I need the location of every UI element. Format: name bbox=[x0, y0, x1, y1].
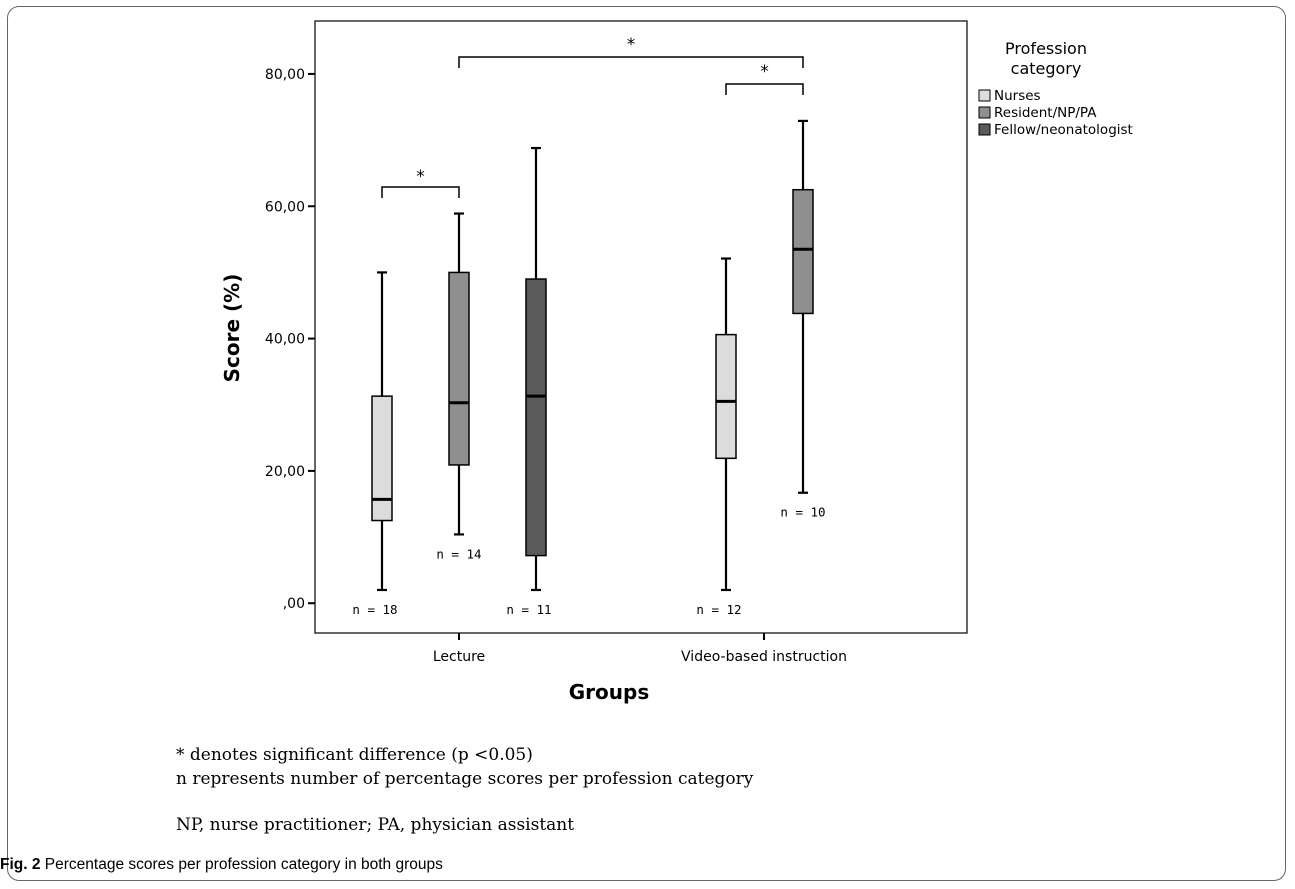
box-iqr bbox=[372, 396, 392, 520]
box-iqr bbox=[449, 272, 469, 465]
significance-star: * bbox=[760, 62, 769, 82]
abbreviation-note: NP, nurse practitioner; PA, physician as… bbox=[176, 815, 574, 835]
x-axis-label: Groups bbox=[569, 680, 649, 704]
legend-title-line: category bbox=[1011, 59, 1082, 78]
y-tick-label: 40,00 bbox=[265, 332, 305, 348]
bracket-line bbox=[382, 187, 459, 198]
box-nurses-video: n = 12 bbox=[696, 259, 741, 617]
legend-swatch bbox=[979, 124, 990, 135]
significance-bracket: * bbox=[726, 62, 803, 95]
legend-swatch bbox=[979, 90, 990, 101]
y-tick-label: 20,00 bbox=[265, 464, 305, 480]
box-iqr bbox=[526, 279, 546, 556]
significance-bracket: * bbox=[382, 167, 459, 198]
n-note-text: n represents number of percentage scores… bbox=[176, 769, 753, 789]
significance-star: * bbox=[627, 35, 636, 55]
n-label: n = 12 bbox=[696, 602, 741, 617]
legend-swatch bbox=[979, 107, 990, 118]
significance-note: * denotes significant difference (p <0.0… bbox=[176, 745, 533, 765]
abbreviation-note-text: NP, nurse practitioner; PA, physician as… bbox=[176, 815, 574, 835]
figure-caption: Fig. 2 Percentage scores per profession … bbox=[0, 856, 1295, 889]
plot-area bbox=[315, 21, 967, 633]
y-tick-label: 60,00 bbox=[265, 199, 305, 215]
y-tick-label: 80,00 bbox=[265, 67, 305, 83]
box-nurses-lecture: n = 18 bbox=[352, 272, 397, 617]
n-label: n = 10 bbox=[780, 505, 825, 520]
legend-label: Nurses bbox=[994, 88, 1041, 104]
n-label: n = 14 bbox=[436, 546, 481, 561]
n-label: n = 11 bbox=[506, 602, 551, 617]
caption-label: Fig. 2 bbox=[0, 856, 40, 873]
bracket-line bbox=[726, 84, 803, 95]
box-iqr bbox=[716, 335, 736, 459]
significance-note-text: * denotes significant difference (p <0.0… bbox=[176, 745, 533, 765]
significance-bracket: * bbox=[459, 35, 803, 68]
box-resident-np-pa-lecture: n = 14 bbox=[436, 214, 481, 562]
caption-text: Percentage scores per profession categor… bbox=[40, 856, 442, 873]
y-tick-label: ,00 bbox=[283, 596, 305, 612]
box-iqr bbox=[793, 190, 813, 314]
n-note: n represents number of percentage scores… bbox=[176, 769, 753, 789]
x-tick-label: Video-based instruction bbox=[681, 649, 847, 665]
legend-label: Resident/NP/PA bbox=[994, 105, 1097, 121]
box-resident-np-pa-video: n = 10 bbox=[780, 121, 825, 520]
bracket-line bbox=[459, 57, 803, 68]
n-label: n = 18 bbox=[352, 602, 397, 617]
box-fellow-neonatologist-lecture: n = 11 bbox=[506, 148, 551, 617]
significance-star: * bbox=[416, 167, 425, 187]
y-axis-label: Score (%) bbox=[220, 274, 244, 383]
x-tick-label: Lecture bbox=[433, 649, 485, 665]
legend-label: Fellow/neonatologist bbox=[994, 122, 1133, 138]
legend-title-line: Profession bbox=[1005, 39, 1087, 58]
